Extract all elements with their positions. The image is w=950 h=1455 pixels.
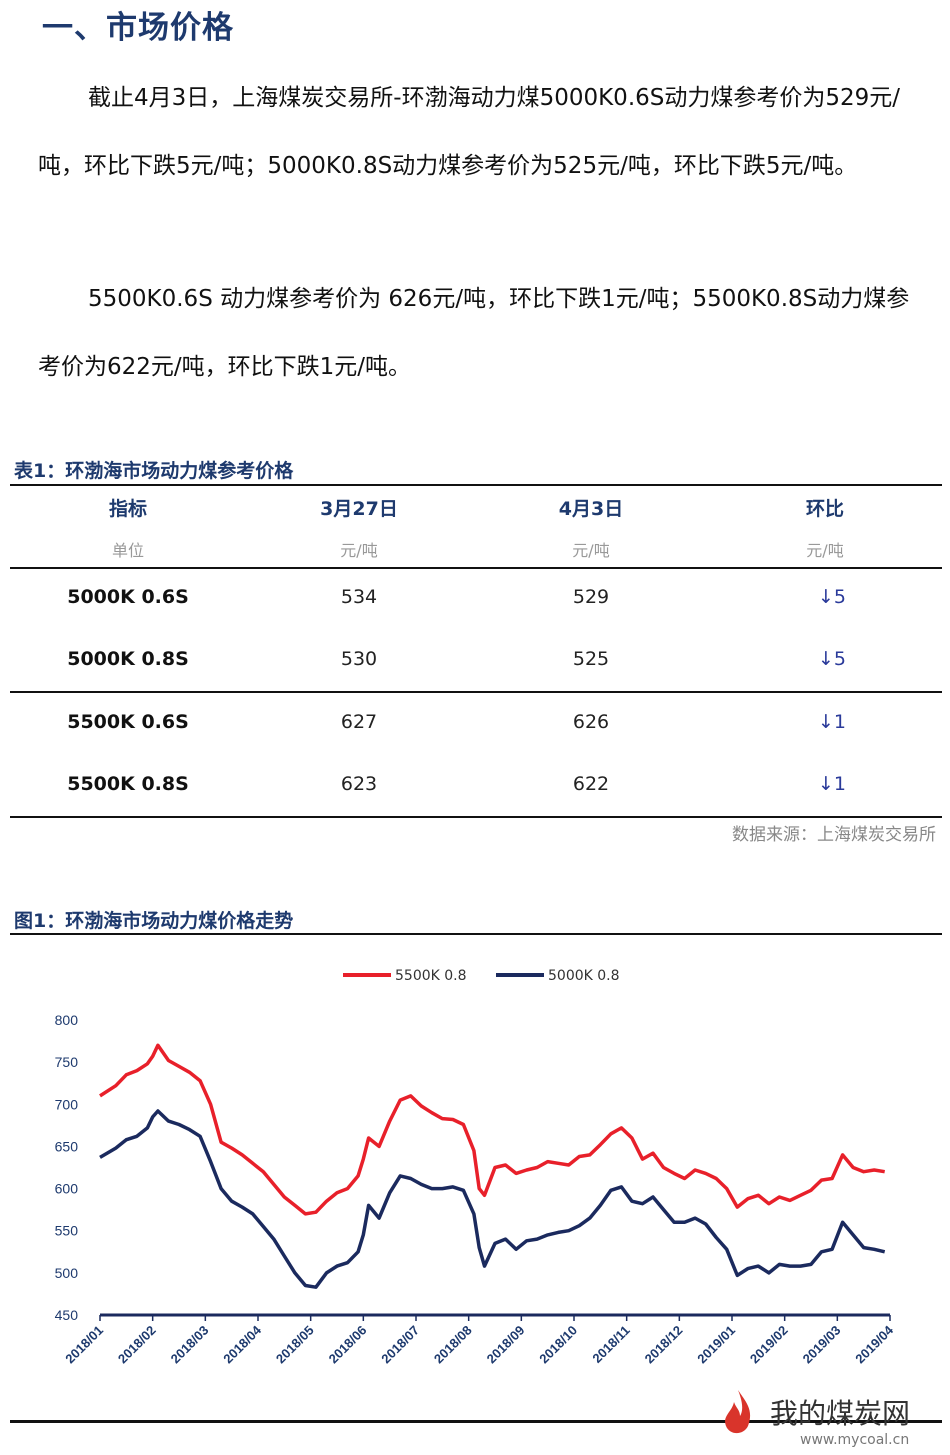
y-tick-label: 750: [55, 1054, 79, 1070]
chart-lines: [99, 1043, 886, 1289]
figure-caption: 图1：环渤海市场动力煤价格走势: [14, 910, 294, 932]
x-axis: 2018/01 2018/02 2018/03 2018/04 2018/05 2018/…: [62, 1313, 897, 1367]
legend-label: 5500K 0.8: [395, 968, 467, 984]
row-name: 5500K 0.6S: [67, 711, 189, 733]
row-change: ↓1: [817, 773, 846, 795]
y-tick-label: 700: [55, 1096, 79, 1112]
table-mid-rule: [10, 691, 942, 693]
y-axis: 450 500 550 600 650 700 750 800: [55, 1012, 79, 1323]
price-trend-chart: 5500K 0.8 5000K 0.8 450 500 550 600 650 700 750…: [55, 968, 897, 1367]
paragraph-1-text: 截止4月3日，上海煤炭交易所-环渤海动力煤5000K0.6S动力煤参考价为529…: [38, 85, 901, 179]
watermark-url: www.mycoal.cn: [800, 1432, 910, 1448]
y-tick-label: 650: [55, 1138, 79, 1154]
x-tick-label: 2018/07: [378, 1323, 422, 1367]
table-source: 数据来源：上海煤炭交易所: [732, 825, 936, 845]
y-tick-label: 550: [55, 1223, 79, 1239]
row-prev: 534: [340, 586, 378, 608]
flame-logo-icon: [725, 1390, 751, 1434]
x-tick-label: 2018/01: [62, 1323, 106, 1367]
table-unit-change: 元/吨: [806, 541, 844, 560]
paragraph-1: 截止4月3日，上海煤炭交易所-环渤海动力煤5000K0.6S动力煤参考价为529…: [38, 64, 918, 200]
x-tick-label: 2019/02: [747, 1323, 791, 1367]
row-prev: 623: [340, 773, 378, 795]
table-header-change: 环比: [805, 498, 844, 520]
table-header-curr: 4月3日: [558, 498, 624, 520]
x-tick-label: 2018/03: [168, 1323, 212, 1367]
x-tick-label: 2019/04: [852, 1322, 896, 1366]
x-tick-label: 2018/02: [115, 1323, 159, 1367]
x-tick-label: 2018/11: [589, 1323, 632, 1366]
table-top-rule: [10, 484, 942, 486]
y-tick-label: 450: [55, 1307, 79, 1323]
series-line: [99, 1043, 885, 1216]
table-unit-prev: 元/吨: [340, 541, 378, 560]
row-change: ↓5: [817, 586, 846, 608]
chart-legend: 5500K 0.8 5000K 0.8: [343, 968, 620, 984]
row-name: 5500K 0.8S: [67, 773, 189, 795]
x-tick-label: 2018/10: [536, 1323, 580, 1367]
row-prev: 530: [340, 648, 378, 670]
table-unit-curr: 元/吨: [572, 541, 610, 560]
x-tick-label: 2018/05: [273, 1323, 317, 1367]
table-header-prev: 3月27日: [320, 498, 398, 520]
row-curr: 626: [572, 711, 610, 733]
y-tick-label: 800: [55, 1012, 79, 1028]
row-curr: 525: [572, 648, 610, 670]
x-tick-label: 2018/04: [220, 1322, 264, 1366]
row-change: ↓5: [817, 648, 846, 670]
x-tick-label: 2018/12: [642, 1323, 686, 1367]
table-unit-indicator: 单位: [111, 541, 144, 560]
table-bottom-rule: [10, 816, 942, 818]
x-tick-label: 2019/01: [694, 1323, 738, 1367]
y-tick-label: 500: [55, 1265, 79, 1281]
x-tick-label: 2018/08: [431, 1323, 475, 1367]
table-header-indicator: 指标: [108, 498, 147, 520]
row-prev: 627: [340, 711, 378, 733]
row-name: 5000K 0.6S: [67, 586, 189, 608]
x-tick-label: 2018/09: [484, 1323, 528, 1367]
legend-label: 5000K 0.8: [548, 968, 620, 984]
y-tick-label: 600: [55, 1181, 79, 1197]
watermark-text: 我的煤炭网: [770, 1397, 911, 1430]
row-curr: 622: [572, 773, 610, 795]
row-name: 5000K 0.8S: [67, 648, 189, 670]
figure-bottom-rule: [10, 1420, 942, 1423]
row-change: ↓1: [817, 711, 846, 733]
paragraph-2-text: 5500K0.6S 动力煤参考价为 626元/吨，环比下跌1元/吨；5500K0…: [38, 286, 910, 380]
table-header-rule: [10, 567, 942, 569]
x-tick-label: 2019/03: [800, 1323, 844, 1367]
row-curr: 529: [572, 586, 610, 608]
series-line: [99, 1109, 886, 1289]
figure-top-rule: [10, 933, 942, 935]
table-caption: 表1：环渤海市场动力煤参考价格: [14, 460, 294, 482]
x-tick-label: 2018/06: [326, 1323, 370, 1367]
section-title: 一、市场价格: [42, 10, 234, 46]
paragraph-2: 5500K0.6S 动力煤参考价为 626元/吨，环比下跌1元/吨；5500K0…: [38, 265, 918, 401]
